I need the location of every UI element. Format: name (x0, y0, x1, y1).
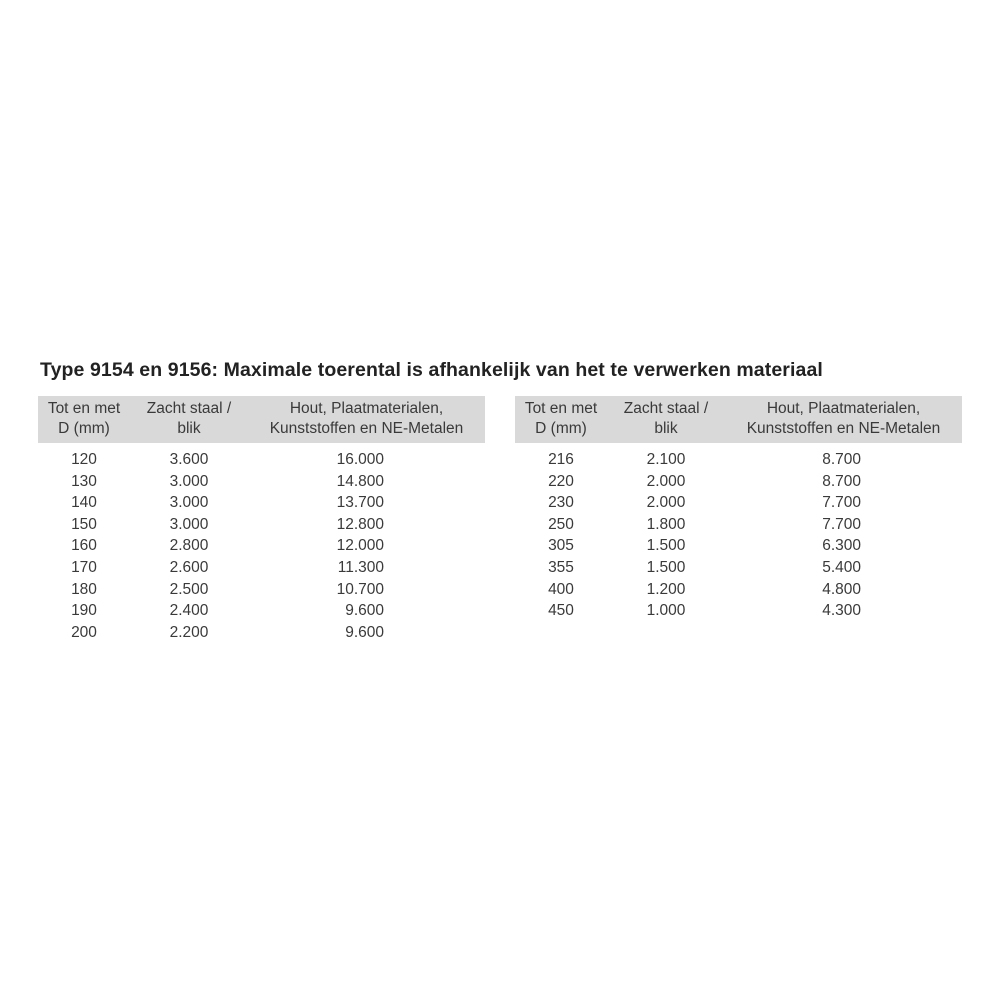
cell-other: 7.700 (822, 494, 861, 512)
header-line: Tot en met (47, 400, 121, 417)
cell-other: 16.000 (336, 451, 384, 468)
table-row: 170 2.600 11.300 (38, 557, 485, 579)
table-row: 230 2.000 7.700 (515, 492, 962, 514)
cell-diameter: 355 (548, 558, 574, 576)
cell-steel: 2.600 (169, 558, 209, 576)
header-line: Hout, Plaatmaterialen, (766, 400, 921, 417)
table-row: 355 1.500 5.400 (515, 557, 962, 579)
cell-diameter: 230 (548, 494, 574, 512)
table-row: 305 1.500 6.300 (515, 535, 962, 557)
table-row: 160 2.800 12.000 (38, 535, 485, 557)
cell-steel: 2.800 (169, 537, 209, 555)
speed-table-right: Tot en met D (mm) Zacht staal / blik Hout,… (515, 396, 962, 622)
table-row: 190 2.400 9.600 (38, 600, 485, 622)
page-title: Type 9154 en 9156: Maximale toerental is… (40, 359, 823, 381)
cell-steel: 3.000 (169, 494, 209, 512)
cell-diameter: 220 (548, 472, 574, 490)
cell-diameter: 160 (71, 537, 97, 555)
cell-diameter: 120 (71, 451, 97, 468)
cell-diameter: 400 (548, 580, 574, 598)
cell-other: 7.700 (822, 515, 861, 533)
cell-diameter: 180 (71, 580, 97, 598)
cell-steel: 2.000 (646, 472, 686, 490)
cell-diameter: 305 (548, 537, 574, 555)
cell-diameter: 140 (71, 494, 97, 512)
header-steel: Zacht staal / blik (607, 396, 725, 443)
header-other: Hout, Plaatmaterialen, Kunststoffen en NE… (248, 396, 485, 443)
header-line: Kunststoffen en NE-Metalen (746, 420, 941, 437)
header-line: D (mm) (535, 420, 587, 437)
header-line: Tot en met (524, 400, 598, 417)
cell-other: 5.400 (822, 558, 861, 576)
cell-steel: 2.000 (646, 494, 686, 512)
header-line: blik (177, 420, 201, 437)
cell-other: 9.600 (345, 602, 384, 620)
cell-other: 12.800 (336, 515, 384, 533)
cell-other: 13.700 (336, 494, 384, 512)
cell-diameter: 170 (71, 558, 97, 576)
cell-other: 9.600 (345, 623, 384, 641)
table-row: 400 1.200 4.800 (515, 579, 962, 601)
cell-diameter: 250 (548, 515, 574, 533)
table-header-row: Tot en met D (mm) Zacht staal / blik Hout,… (38, 396, 485, 443)
cell-steel: 1.500 (646, 558, 686, 576)
header-other: Hout, Plaatmaterialen, Kunststoffen en NE… (725, 396, 962, 443)
table-header-row: Tot en met D (mm) Zacht staal / blik Hout,… (515, 396, 962, 443)
table-row: 216 2.100 8.700 (515, 443, 962, 471)
cell-diameter: 190 (71, 602, 97, 620)
cell-steel: 1.800 (646, 515, 686, 533)
cell-other: 4.800 (822, 580, 861, 598)
cell-steel: 1.000 (646, 602, 686, 620)
cell-steel: 3.600 (169, 451, 209, 468)
cell-other: 4.300 (822, 602, 861, 620)
table-row: 220 2.000 8.700 (515, 471, 962, 493)
cell-other: 14.800 (336, 472, 384, 490)
cell-steel: 2.500 (169, 580, 209, 598)
table-row: 450 1.000 4.300 (515, 600, 962, 622)
header-line: Hout, Plaatmaterialen, (289, 400, 444, 417)
header-line: Zacht staal / (623, 400, 709, 417)
cell-other: 10.700 (336, 580, 384, 598)
header-line: Zacht staal / (146, 400, 232, 417)
cell-diameter: 450 (548, 602, 574, 620)
cell-steel: 2.200 (169, 623, 209, 641)
table-row: 250 1.800 7.700 (515, 514, 962, 536)
table-row: 120 3.600 16.000 (38, 443, 485, 471)
cell-diameter: 200 (71, 623, 97, 641)
header-diameter: Tot en met D (mm) (515, 396, 607, 443)
cell-other: 8.700 (822, 472, 861, 490)
table-row: 180 2.500 10.700 (38, 579, 485, 601)
cell-steel: 3.000 (169, 515, 209, 533)
cell-diameter: 130 (71, 472, 97, 490)
cell-steel: 2.100 (646, 451, 686, 468)
cell-steel: 1.500 (646, 537, 686, 555)
cell-steel: 2.400 (169, 602, 209, 620)
header-diameter: Tot en met D (mm) (38, 396, 130, 443)
table-row: 150 3.000 12.800 (38, 514, 485, 536)
cell-other: 8.700 (822, 451, 861, 468)
cell-other: 12.000 (336, 537, 384, 555)
cell-other: 11.300 (337, 558, 384, 576)
table-row: 130 3.000 14.800 (38, 471, 485, 493)
cell-other: 6.300 (822, 537, 861, 555)
table-row: 200 2.200 9.600 (38, 622, 485, 644)
header-line: blik (654, 420, 678, 437)
header-line: D (mm) (58, 420, 110, 437)
table-row: 140 3.000 13.700 (38, 492, 485, 514)
header-steel: Zacht staal / blik (130, 396, 248, 443)
cell-steel: 3.000 (169, 472, 209, 490)
cell-diameter: 216 (548, 451, 574, 468)
speed-table-left: Tot en met D (mm) Zacht staal / blik Hout,… (38, 396, 485, 643)
cell-diameter: 150 (71, 515, 97, 533)
cell-steel: 1.200 (646, 580, 686, 598)
header-line: Kunststoffen en NE-Metalen (269, 420, 464, 437)
